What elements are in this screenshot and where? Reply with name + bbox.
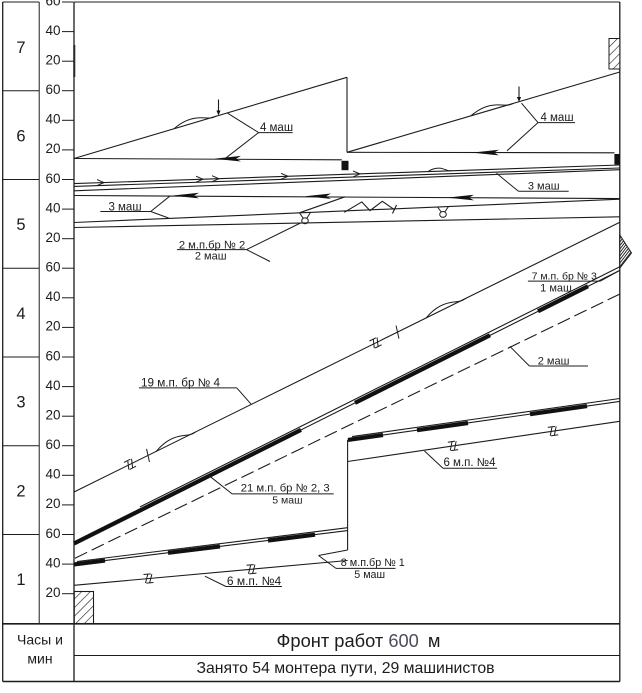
svg-text:60: 60 — [45, 437, 60, 452]
svg-text:4 маш: 4 маш — [540, 112, 573, 124]
svg-text:40: 40 — [45, 289, 60, 304]
svg-text:60: 60 — [45, 82, 60, 97]
svg-text:40: 40 — [45, 467, 60, 482]
svg-text:40: 40 — [45, 112, 60, 127]
svg-text:Фронт работ 600 м: Фронт работ 600 м — [277, 630, 441, 651]
svg-text:20: 20 — [45, 319, 60, 334]
svg-text:40: 40 — [45, 200, 60, 215]
svg-text:7: 7 — [16, 39, 25, 57]
svg-text:3: 3 — [16, 394, 25, 412]
svg-text:4 маш: 4 маш — [260, 122, 293, 134]
svg-text:20: 20 — [45, 53, 60, 68]
svg-text:6 м.п. №4: 6 м.п. №4 — [227, 574, 282, 588]
svg-text:40: 40 — [45, 555, 60, 570]
svg-text:21 м.п. бр № 2, 3: 21 м.п. бр № 2, 3 — [241, 482, 330, 494]
svg-text:1 маш: 1 маш — [540, 283, 572, 295]
svg-text:8 м.п.бр № 1: 8 м.п.бр № 1 — [341, 557, 405, 569]
svg-text:20: 20 — [45, 141, 60, 156]
svg-text:6 м.п. №4: 6 м.п. №4 — [443, 457, 496, 469]
svg-text:3 маш: 3 маш — [528, 181, 560, 193]
svg-text:60: 60 — [45, 260, 60, 275]
svg-text:60: 60 — [45, 526, 60, 541]
svg-text:40: 40 — [45, 23, 60, 38]
svg-text:5 маш: 5 маш — [354, 569, 385, 581]
svg-text:Часы и: Часы и — [17, 632, 63, 648]
svg-text:20: 20 — [45, 496, 60, 511]
svg-text:2: 2 — [16, 482, 25, 500]
svg-text:4: 4 — [16, 305, 25, 323]
svg-text:1: 1 — [16, 571, 25, 589]
svg-text:мин: мин — [27, 651, 52, 667]
svg-text:5 маш: 5 маш — [272, 494, 302, 506]
svg-text:6: 6 — [16, 128, 25, 146]
svg-text:19 м.п. бр № 4: 19 м.п. бр № 4 — [141, 377, 221, 390]
svg-text:40: 40 — [45, 378, 60, 393]
svg-text:Занято 54 монтера пути, 29 маш: Занято 54 монтера пути, 29 машинистов — [196, 660, 494, 677]
svg-text:20: 20 — [45, 585, 60, 600]
svg-text:2 маш: 2 маш — [195, 250, 227, 262]
svg-text:20: 20 — [45, 408, 60, 423]
svg-text:7 м.п. бр № 3: 7 м.п. бр № 3 — [532, 270, 597, 282]
svg-text:60: 60 — [45, 171, 60, 186]
svg-text:2 маш: 2 маш — [538, 356, 570, 368]
svg-text:5: 5 — [16, 216, 25, 234]
svg-text:60: 60 — [45, 0, 60, 8]
svg-text:3 маш: 3 маш — [108, 202, 141, 214]
svg-text:2 м.п.бр № 2: 2 м.п.бр № 2 — [179, 240, 245, 252]
svg-text:20: 20 — [45, 230, 60, 245]
svg-text:60: 60 — [45, 348, 60, 363]
